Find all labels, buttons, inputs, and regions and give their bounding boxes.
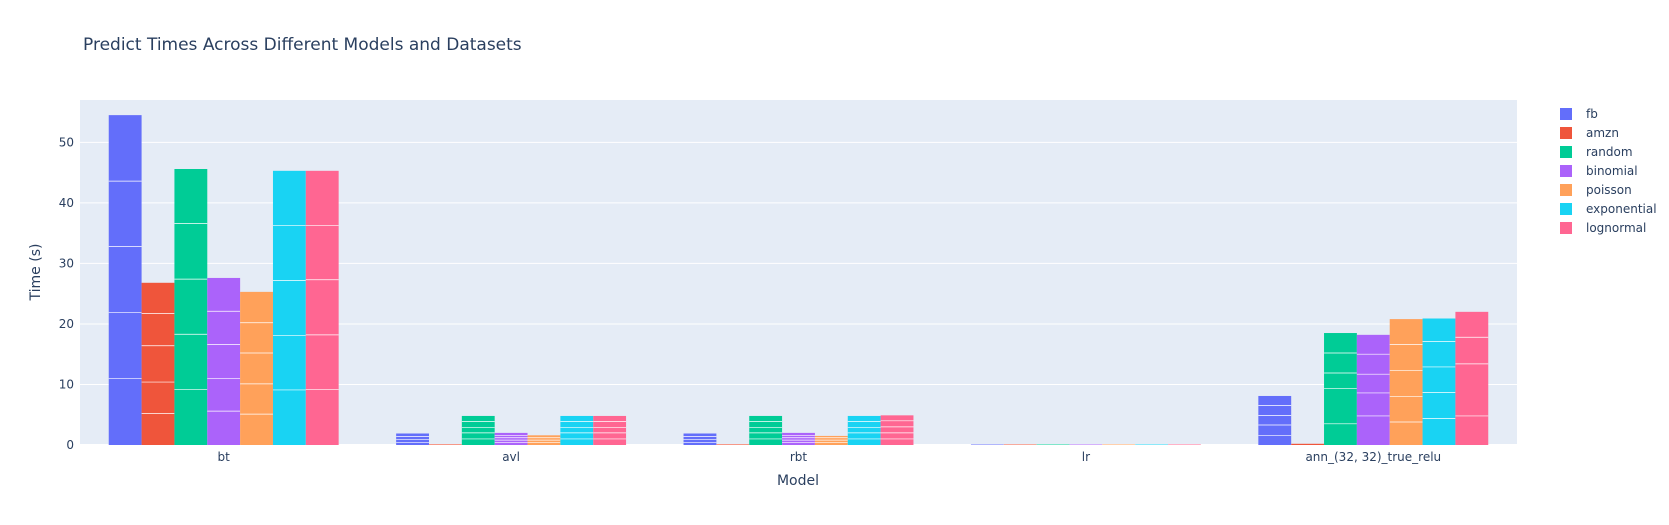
bar-exponential-avl [560, 415, 594, 445]
bar-random-rbt [749, 415, 783, 445]
legend-swatch [1560, 165, 1572, 177]
legend-swatch [1560, 127, 1572, 139]
legend-item-amzn[interactable]: amzn [1560, 126, 1619, 140]
bar-lognormal-bt [305, 170, 339, 445]
legend-item-exponential[interactable]: exponential [1560, 202, 1657, 216]
x-axis-title: Model [777, 473, 819, 489]
legend-swatch [1560, 108, 1572, 120]
bar-binomial-lr [1069, 444, 1103, 445]
bar-amzn-bt [141, 282, 175, 445]
x-tick-label: rbt [790, 450, 808, 464]
bar-fb-lr [970, 444, 1004, 445]
legend-swatch [1560, 203, 1572, 215]
bar-fb-bt [108, 115, 142, 445]
legend-swatch [1560, 146, 1572, 158]
legend-item-binomial[interactable]: binomial [1560, 164, 1638, 178]
x-tick-label: ann_(32, 32)_true_relu [1305, 450, 1441, 464]
bar-poisson-bt [240, 291, 273, 445]
legend-item-poisson[interactable]: poisson [1560, 183, 1632, 197]
bar-exponential-bt [272, 170, 306, 445]
legend-label: random [1586, 145, 1633, 159]
y-tick-label: 30 [59, 256, 74, 270]
legend-label: binomial [1586, 164, 1638, 178]
legend-item-random[interactable]: random [1560, 145, 1633, 159]
legend-label: lognormal [1586, 221, 1646, 235]
bar-lognormal-rbt [880, 415, 914, 445]
bar-amzn-lr [1003, 444, 1037, 445]
bar-amzn-ann_(32, 32)_true_relu [1291, 443, 1325, 445]
bar-binomial-ann_(32, 32)_true_relu [1356, 334, 1390, 445]
y-tick-labels: 0 10 20 30 40 50 [59, 135, 74, 452]
legend-swatch [1560, 222, 1572, 234]
bar-random-avl [461, 415, 495, 445]
bar-lognormal-avl [593, 415, 627, 445]
bar-poisson-lr [1102, 444, 1136, 445]
legend-label: poisson [1586, 183, 1632, 197]
y-tick-label: 20 [59, 317, 74, 331]
y-axis-title: Time (s) [28, 244, 44, 302]
legend-item-lognormal[interactable]: lognormal [1560, 221, 1646, 235]
bar-exponential-ann_(32, 32)_true_relu [1422, 318, 1456, 445]
bar-binomial-avl [494, 432, 528, 445]
bar-exponential-lr [1135, 444, 1169, 445]
legend-item-fb[interactable]: fb [1560, 107, 1598, 121]
bar-lognormal-ann_(32, 32)_true_relu [1455, 311, 1489, 445]
bar-poisson-ann_(32, 32)_true_relu [1389, 319, 1423, 445]
y-tick-label: 0 [66, 438, 74, 452]
legend-label: fb [1586, 107, 1598, 121]
y-tick-label: 10 [59, 377, 74, 391]
legend: fb amzn random binomial poisson exponential lo… [1560, 107, 1657, 235]
bar-lognormal-lr [1168, 444, 1201, 445]
bar-exponential-rbt [847, 415, 881, 445]
bar-binomial-rbt [782, 432, 815, 445]
y-tick-label: 50 [59, 135, 74, 149]
legend-label: amzn [1586, 126, 1619, 140]
bar-fb-ann_(32, 32)_true_relu [1258, 395, 1292, 445]
x-tick-label: bt [218, 450, 231, 464]
x-tick-label: avl [502, 450, 520, 464]
x-tick-labels: bt avl rbt lr ann_(32, 32)_true_relu [218, 450, 1442, 464]
bar-amzn-avl [428, 444, 462, 445]
bar-random-lr [1036, 444, 1070, 445]
y-tick-label: 40 [59, 196, 74, 210]
bar-binomial-bt [207, 277, 241, 445]
bars [108, 115, 1489, 445]
x-tick-label: lr [1082, 450, 1090, 464]
chart-title: Predict Times Across Different Models an… [83, 35, 522, 55]
bar-random-bt [174, 169, 208, 445]
legend-label: exponential [1586, 202, 1657, 216]
bar-amzn-rbt [716, 444, 750, 445]
legend-swatch [1560, 184, 1572, 196]
